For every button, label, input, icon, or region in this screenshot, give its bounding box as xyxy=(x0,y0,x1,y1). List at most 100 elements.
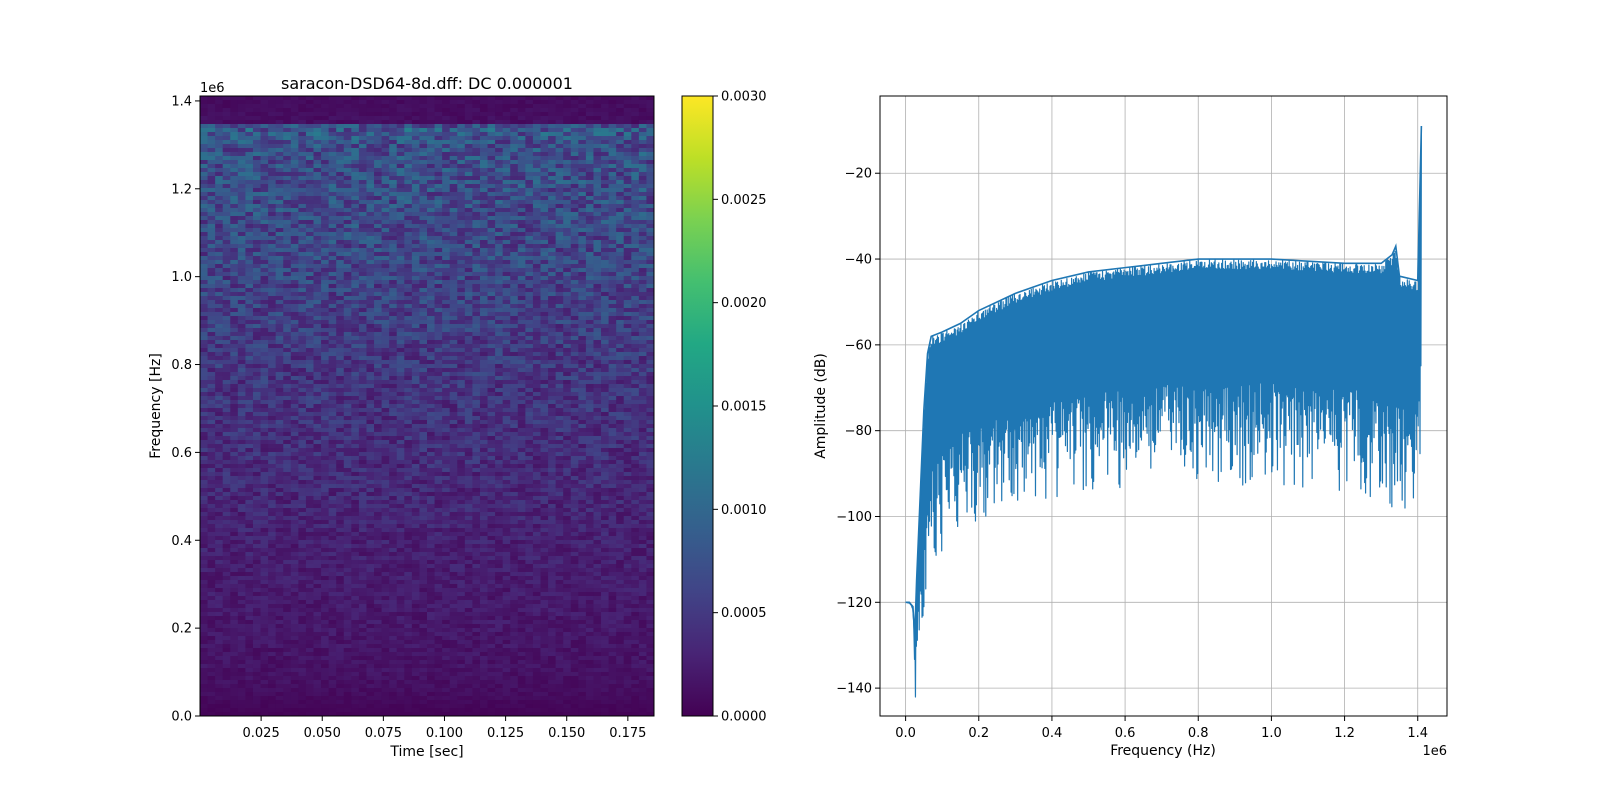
spectrogram-cell xyxy=(215,236,224,241)
spectrogram-cell xyxy=(578,164,587,169)
spectrogram-cell xyxy=(215,276,224,281)
spectrogram-cell xyxy=(555,260,564,265)
spectrogram-cell xyxy=(517,244,526,249)
spectrogram-cell xyxy=(389,268,398,273)
spectrogram-cell xyxy=(222,172,231,177)
spectrogram-cell xyxy=(328,212,337,217)
spectrogram-cell xyxy=(646,184,654,189)
spectrogram-cell xyxy=(321,320,330,325)
spectrogram-cell xyxy=(593,216,602,221)
spectrogram-cell xyxy=(321,280,330,285)
spectrogram-cell xyxy=(207,320,216,325)
spectrogram-cell xyxy=(427,376,436,381)
spectrogram-cell xyxy=(207,212,216,217)
spectrogram-cell xyxy=(283,332,292,337)
spectrogram-cell xyxy=(343,244,352,249)
spectrogram-cell xyxy=(389,400,398,405)
spectrogram-cell xyxy=(585,324,595,329)
spectrogram-cell xyxy=(389,320,398,325)
spectrogram-cell xyxy=(260,396,269,401)
spectrogram-cell xyxy=(532,156,542,161)
spectrogram-cell xyxy=(502,404,511,409)
spectrogram-cell xyxy=(532,388,542,393)
spectrogram-cell xyxy=(532,244,542,249)
spectrogram-cell xyxy=(283,220,292,225)
spectrogram-cell xyxy=(479,336,489,341)
spectrogram-cell xyxy=(358,376,368,381)
spectrogram-cell xyxy=(601,380,610,385)
spectrogram-cell xyxy=(298,360,307,365)
spectrogram-cell xyxy=(585,224,595,229)
spectrogram-cell xyxy=(434,292,443,297)
spectrogram-cell xyxy=(283,196,292,201)
spectrogram-cell xyxy=(487,108,496,113)
spectrogram-cell xyxy=(540,408,549,413)
spectrogram-cell xyxy=(517,324,526,329)
spectrogram-cell xyxy=(305,424,315,429)
spectrogram-cell xyxy=(404,204,413,209)
spectrogram-cell xyxy=(593,140,602,145)
spectrogram-cell xyxy=(623,424,632,429)
spectrogram-cell xyxy=(207,380,216,385)
spectrogram-cell xyxy=(411,324,421,329)
spectrogram-cell xyxy=(419,380,428,385)
spectrogram-cell xyxy=(487,228,496,233)
spectrogram-cell xyxy=(351,296,360,301)
spectrogram-cell xyxy=(502,284,511,289)
spectrogram-cell xyxy=(245,184,254,189)
spectrogram-cell xyxy=(222,156,231,161)
spectrogram-cell xyxy=(396,100,405,105)
spectrogram-cell xyxy=(275,248,284,253)
spectrogram-cell xyxy=(578,396,587,401)
spectrogram-cell xyxy=(215,176,224,181)
spectrogram-cell xyxy=(510,296,519,301)
spectrogram-cell xyxy=(616,376,625,381)
spectrogram-cell xyxy=(404,260,413,265)
spectrogram-cell xyxy=(381,232,390,237)
spectrogram-cell xyxy=(495,256,504,261)
spectrogram-cell xyxy=(252,424,262,429)
spectrogram-cell xyxy=(616,320,625,325)
spectrogram-cell xyxy=(442,408,451,413)
spectrogram-cell xyxy=(207,244,216,249)
spectrogram-cell xyxy=(237,140,246,145)
spectrogram-cell xyxy=(351,116,360,121)
spectrogram-cell xyxy=(200,284,209,289)
spectrogram-cell xyxy=(215,256,224,261)
spectrogram-cell xyxy=(532,364,542,369)
spectrogram-cell xyxy=(396,396,405,401)
spectrogram-cell xyxy=(578,356,587,361)
spectrogram-cell xyxy=(616,424,625,429)
spectrogram-cell xyxy=(260,348,269,353)
spectrogram-cell xyxy=(540,376,549,381)
spectrogram-cell xyxy=(525,260,534,265)
spectrogram-cell xyxy=(404,288,413,293)
spectrogram-cell xyxy=(374,144,383,149)
spectrogram-cell xyxy=(532,104,542,109)
spectrogram-cell xyxy=(472,296,481,301)
spectrogram-cell xyxy=(464,164,473,169)
spectrogram-cell xyxy=(578,260,587,265)
spectrogram-cell xyxy=(479,112,489,117)
spectrogram-cell xyxy=(449,144,458,149)
spectrogram-cell xyxy=(336,124,345,129)
spectrogram-cell xyxy=(442,164,451,169)
spectrogram-cell xyxy=(366,364,375,369)
spectrogram-cell xyxy=(336,96,345,101)
spectrogram-cell xyxy=(237,212,246,217)
spectrogram-cell xyxy=(411,96,421,101)
spectrogram-cell xyxy=(464,200,473,205)
spectrogram-cell xyxy=(298,388,307,393)
spectrogram-cell xyxy=(646,300,654,305)
spectrogram-cell xyxy=(404,124,413,129)
spectrogram-cell xyxy=(404,380,413,385)
spectrogram-cell xyxy=(601,264,610,269)
spectrogram-cell xyxy=(275,192,284,197)
spectrogram-cell xyxy=(374,412,383,417)
spectrogram-cell xyxy=(283,104,292,109)
spectrogram-cell xyxy=(525,332,534,337)
spectrogram-cell xyxy=(517,212,526,217)
spectrogram-cell xyxy=(601,304,610,309)
spectrogram-cell xyxy=(222,304,231,309)
spectrogram-cell xyxy=(457,196,466,201)
